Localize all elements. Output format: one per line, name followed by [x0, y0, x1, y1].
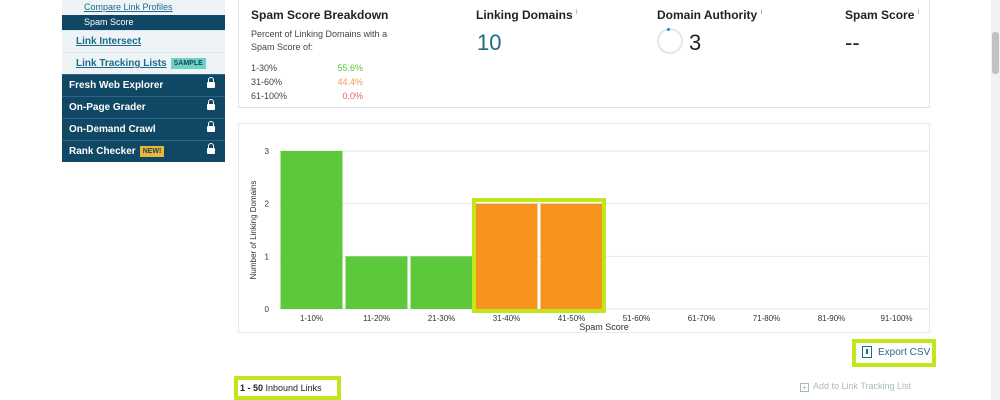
y-axis-label: Number of Linking Domains: [249, 181, 258, 280]
y-tick-label: 3: [265, 147, 270, 156]
sidebar-item-compare-link-profiles[interactable]: Compare Link Profiles: [62, 0, 225, 15]
breakdown-range: 61-100%: [251, 91, 288, 101]
breakdown-description: Percent of Linking Domains with a Spam S…: [251, 29, 388, 52]
spam-score-value: --: [845, 30, 860, 55]
add-tracking-label: Add to Link Tracking List: [813, 381, 912, 391]
x-tick-label: 91-100%: [880, 314, 912, 323]
chart-bar: [540, 203, 603, 309]
linking-domains-title-text: Linking Domains: [476, 8, 573, 22]
sidebar: Compare Link Profiles Spam Score Link In…: [62, 0, 225, 162]
export-icon: [862, 346, 872, 358]
export-csv-button[interactable]: Export CSV: [852, 339, 936, 367]
y-tick-label: 2: [265, 200, 270, 209]
x-tick-label: 31-40%: [493, 314, 521, 323]
y-tick-label: 1: [265, 252, 270, 261]
breakdown-row: 1-30% 55.6%: [251, 63, 363, 73]
info-icon[interactable]: i: [576, 9, 578, 16]
sidebar-item-rank-checker[interactable]: Rank Checker NEW!: [62, 140, 225, 162]
domain-authority-title-text: Domain Authority: [657, 8, 758, 22]
sample-badge: SAMPLE: [170, 58, 206, 69]
sidebar-item-label: Link Intersect: [76, 36, 142, 47]
x-tick-label: 11-20%: [363, 314, 390, 323]
info-icon[interactable]: i: [760, 9, 763, 16]
domain-authority-title: Domain Authority i: [657, 8, 762, 22]
sidebar-item-on-demand-crawl[interactable]: On-Demand Crawl: [62, 118, 225, 140]
bar-highlight-box: [472, 198, 606, 313]
info-icon[interactable]: i: [917, 9, 920, 16]
domain-authority-value: 3: [689, 30, 702, 55]
sidebar-item-label: Rank Checker: [69, 146, 136, 157]
page-scrollbar[interactable]: [991, 0, 1000, 400]
add-to-link-tracking-list-button[interactable]: + Add to Link Tracking List: [800, 381, 911, 392]
chart-bar: [475, 203, 538, 309]
results-range: 1 - 50: [240, 383, 264, 393]
sidebar-item-label: On-Demand Crawl: [69, 124, 156, 135]
sidebar-item-spam-score[interactable]: Spam Score: [62, 15, 225, 30]
x-tick-label: 1-10%: [300, 314, 323, 323]
x-axis-label: Spam Score: [579, 322, 629, 332]
plus-icon: +: [800, 383, 809, 392]
chart-bar: [345, 256, 408, 309]
x-tick-label: 81-90%: [818, 314, 846, 323]
chart-panel: 0 1 2 3 1-10% 11-20% 21-30% 31-40% 41-50% 51-60% 6…: [238, 123, 930, 333]
sidebar-item-on-page-grader[interactable]: On-Page Grader: [62, 96, 225, 118]
sidebar-item-label: Link Tracking Lists: [76, 58, 167, 69]
sidebar-item-fresh-web-explorer[interactable]: Fresh Web Explorer: [62, 74, 225, 96]
x-tick-label: 21-30%: [428, 314, 456, 323]
x-tick-label: 71-80%: [753, 314, 781, 323]
sidebar-item-label: Fresh Web Explorer: [69, 80, 164, 91]
breakdown-title-text: Spam Score Breakdown: [251, 8, 389, 22]
chart-bar: [410, 256, 473, 309]
domain-authority-ring-icon: [657, 28, 683, 54]
scroll-thumb[interactable]: [992, 32, 999, 74]
x-tick-label: 51-60%: [623, 314, 651, 323]
lock-icon: [207, 99, 215, 110]
spam-score-breakdown-title: Spam Score Breakdown: [251, 8, 388, 22]
breakdown-range: 1-30%: [251, 63, 278, 73]
breakdown-percent: 44.4%: [337, 77, 363, 87]
stats-panel: Spam Score Breakdown Percent of Linking …: [238, 0, 930, 108]
new-badge: NEW!: [139, 146, 165, 157]
x-tick-label: 61-70%: [688, 314, 716, 323]
linking-domains-title: Linking Domains i: [476, 8, 578, 22]
linking-domains-value: 10: [477, 30, 502, 55]
lock-icon: [207, 121, 215, 132]
spam-score-title: Spam Score i: [845, 8, 919, 22]
sidebar-item-link-tracking-lists[interactable]: Link Tracking Lists SAMPLE: [62, 52, 225, 74]
lock-icon: [207, 77, 215, 88]
breakdown-row: 31-60% 44.4%: [251, 77, 363, 87]
breakdown-percent: 55.6%: [337, 63, 363, 73]
lock-icon: [207, 143, 215, 154]
y-tick-label: 0: [265, 305, 270, 314]
sidebar-item-label: On-Page Grader: [69, 102, 146, 113]
breakdown-row: 61-100% 0.0%: [251, 91, 363, 101]
breakdown-percent: 0.0%: [342, 91, 363, 101]
x-tick-label: 41-50%: [558, 314, 586, 323]
sidebar-item-link-intersect[interactable]: Link Intersect: [62, 30, 225, 52]
inbound-links-count: 1 - 50 Inbound Links: [234, 376, 341, 400]
export-csv-label: Export CSV: [878, 347, 931, 358]
breakdown-range: 31-60%: [251, 77, 283, 87]
spam-score-chart: 0 1 2 3 1-10% 11-20% 21-30% 31-40% 41-50% 51-60% 6…: [249, 147, 929, 332]
results-label: Inbound Links: [265, 383, 322, 393]
spam-score-title-text: Spam Score: [845, 8, 915, 22]
chart-bar: [280, 151, 343, 309]
